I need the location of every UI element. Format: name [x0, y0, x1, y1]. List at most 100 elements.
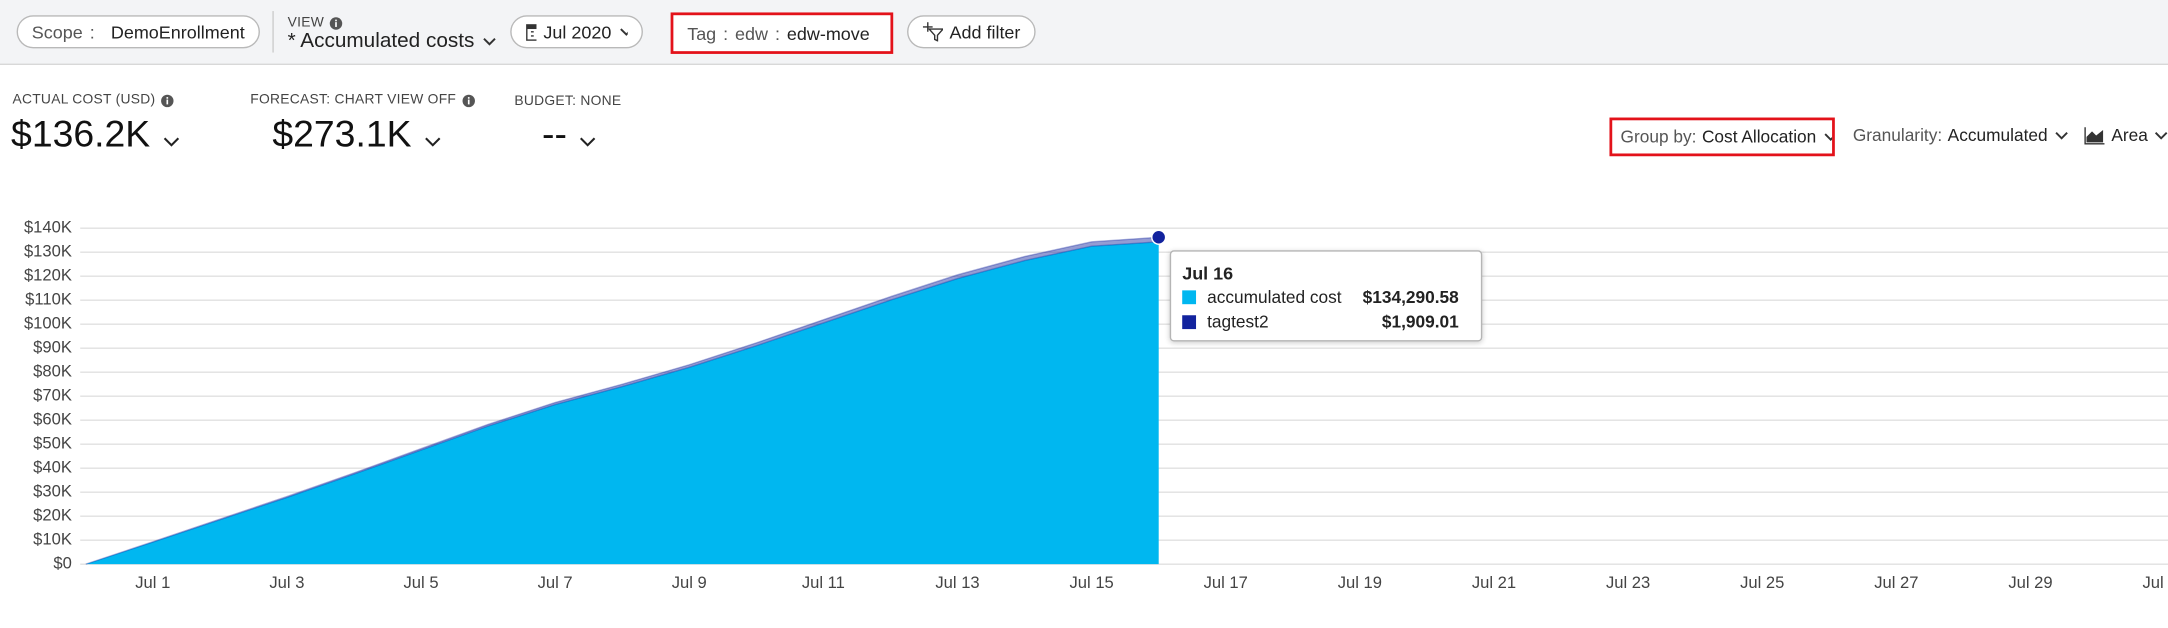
hover-marker [1151, 229, 1167, 245]
kpi-label-row: ACTUAL COST (USD) [12, 92, 175, 108]
tooltip-value: $134,290.58 [1362, 287, 1459, 307]
filter-value: edw-move [786, 22, 870, 44]
info-icon [161, 94, 175, 107]
kpi[interactable]: -- [542, 113, 597, 156]
granularity-value: Accumulated [1947, 125, 2048, 146]
kpi-label: BUDGET: NONE [514, 94, 622, 110]
group-by-value: Cost Allocation [1701, 127, 1817, 147]
toolbar [0, 0, 2168, 65]
y-tick-label: $0 [53, 554, 71, 573]
kpi-label-row: FORECAST: CHART VIEW OFF [250, 93, 475, 108]
tooltip-row: accumulated cost $134,290.58 [1182, 288, 1459, 307]
x-tick-label: Jul 29 [2008, 573, 2052, 592]
legend-label: accumulated cost [1207, 287, 1342, 307]
y-tick-label: $90K [33, 338, 72, 357]
kpi-value: $273.1K [272, 113, 412, 155]
x-tick-label: Jul 13 [935, 573, 979, 592]
view-label: VIEW [287, 15, 325, 31]
y-tick-label: $100K [24, 314, 72, 333]
separator: : [89, 21, 95, 43]
y-tick-label: $70K [33, 386, 72, 405]
y-tick-label: $140K [24, 218, 72, 237]
y-tick-label: $40K [33, 458, 72, 477]
kpi-value: -- [542, 113, 567, 155]
chevron [163, 136, 179, 146]
view-label-row: VIEW [288, 15, 344, 30]
tooltip-title: Jul 16 [1182, 262, 1234, 284]
view-value: * Accumulated costs [287, 29, 475, 53]
scope-pill[interactable]: Scope : DemoEnrollment [16, 15, 260, 49]
kpi-label: FORECAST: CHART VIEW OFF [250, 92, 457, 108]
x-tick-label: Jul 31 [2142, 573, 2168, 592]
granularity-label: Granularity: [1852, 125, 1943, 146]
y-tick-label: $30K [33, 482, 72, 501]
filter-icon [922, 22, 943, 42]
scope-icon [103, 27, 104, 36]
x-tick-label: Jul 15 [1070, 573, 1114, 592]
date-pill[interactable]: Jul 2020 [510, 15, 643, 49]
y-tick-label: $110K [25, 290, 72, 309]
granularity[interactable]: Granularity: Accumulated [1853, 126, 2070, 145]
separator: : [723, 22, 729, 44]
x-tick-label: Jul 3 [269, 573, 304, 592]
add-filter[interactable]: Add filter [907, 15, 1036, 49]
tag-filter[interactable]: Tag : edw : edw-move [670, 12, 894, 54]
chart-type-label: Area [2111, 125, 2148, 146]
chevron [2155, 132, 2168, 140]
legend-swatch [1182, 290, 1197, 305]
filter-key: Tag [687, 22, 717, 44]
view-selector[interactable]: * Accumulated costs [288, 29, 500, 53]
scope-value: DemoEnrollment [110, 21, 245, 43]
info-icon [330, 16, 343, 30]
x-tick-label: Jul 5 [404, 573, 439, 592]
y-tick-label: $130K [24, 242, 72, 261]
group-by-label: Group by: [1620, 127, 1697, 147]
y-tick-label: $10K [33, 530, 72, 549]
x-tick-label: Jul 9 [672, 573, 707, 592]
add-filter-label: Add filter [949, 21, 1021, 43]
info-icon [462, 94, 475, 107]
chevron [424, 136, 440, 146]
kpi-value: $136.2K [11, 113, 151, 155]
x-tick-label: Jul 19 [1338, 573, 1382, 592]
filter-tag: edw [735, 22, 769, 44]
area [85, 241, 1159, 565]
tooltip-row: tagtest2 $1,909.01 [1182, 312, 1459, 332]
y-tick-label: $120K [24, 266, 72, 285]
chevron [620, 28, 628, 36]
y-tick-label: $60K [33, 410, 72, 429]
separator: : [774, 22, 780, 44]
x-tick-label: Jul 21 [1472, 573, 1516, 592]
tooltip-value: $1,909.01 [1381, 312, 1459, 332]
calendar-icon [526, 24, 537, 41]
chevron [483, 37, 496, 45]
x-tick-label: Jul 25 [1740, 573, 1784, 592]
legend-swatch [1182, 315, 1197, 330]
kpi-label: ACTUAL COST (USD) [12, 92, 156, 108]
kpi[interactable]: $136.2K [11, 113, 181, 156]
divider [272, 11, 274, 53]
y-tick-label: $50K [33, 434, 72, 453]
date-value: Jul 2020 [543, 21, 612, 43]
kpi[interactable]: $273.1K [272, 113, 442, 156]
tooltip: Jul 16 accumulated cost $134,290.58 tagt… [1169, 250, 1483, 342]
chevron [2055, 132, 2068, 140]
kpi-label-row: BUDGET: NONE [514, 94, 621, 109]
x-tick-label: Jul 17 [1204, 573, 1248, 592]
group-by[interactable]: Group by: Cost Allocation [1609, 117, 1835, 157]
legend-label: tagtest2 [1207, 312, 1269, 332]
chevron [579, 136, 596, 146]
chart-type[interactable]: Area [2084, 126, 2168, 145]
x-tick-label: Jul 7 [538, 573, 573, 592]
y-tick-label: $80K [33, 362, 72, 381]
scope-label: Scope [31, 21, 83, 43]
x-tick-label: Jul 23 [1606, 573, 1650, 592]
area-icon [2084, 127, 2105, 145]
chevron [1823, 133, 1833, 142]
x-tick-label: Jul 1 [135, 573, 170, 592]
x-tick-label: Jul 27 [1874, 573, 1918, 592]
x-tick-label: Jul 11 [802, 573, 845, 592]
